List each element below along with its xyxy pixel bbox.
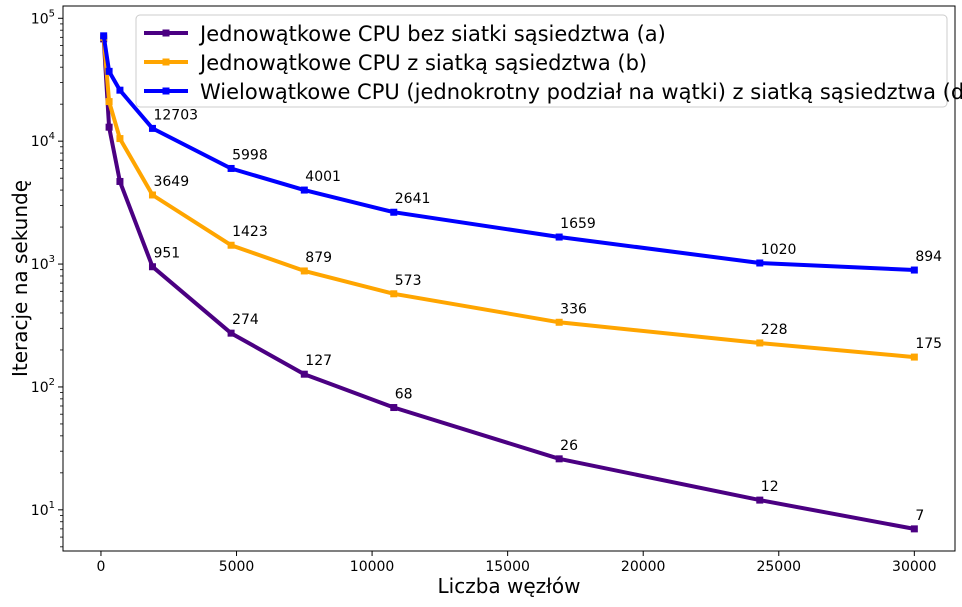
legend-box	[135, 14, 948, 108]
data-point	[105, 67, 113, 75]
data-label: 175	[915, 336, 942, 352]
y-tick-label: 103	[31, 254, 55, 273]
data-point	[756, 259, 764, 267]
data-point	[300, 186, 308, 194]
data-label: 951	[153, 246, 180, 262]
series-line	[101, 35, 915, 272]
legend-item: Wielowątkowe CPU (jednokrotny podział na…	[144, 80, 962, 104]
x-tick-label: 10000	[350, 559, 395, 575]
data-point	[300, 370, 308, 378]
data-label: 4001	[305, 169, 341, 185]
data-labels-layer: 9512741276826127364914238795733362281751…	[153, 107, 942, 523]
y-tick-label: 101	[31, 500, 55, 519]
data-point	[555, 455, 563, 463]
x-tick-label: 30000	[892, 559, 937, 575]
data-point	[555, 233, 563, 241]
data-point	[300, 267, 308, 275]
data-point	[390, 290, 398, 298]
data-label: 5998	[232, 147, 268, 163]
data-point	[116, 135, 124, 143]
x-tick-label: 20000	[621, 559, 666, 575]
legend-label: Jednowątkowe CPU z siatką sąsiedztwa (b)	[198, 51, 647, 75]
data-point	[756, 339, 764, 347]
data-label: 1659	[560, 216, 596, 232]
data-label: 894	[915, 249, 942, 265]
data-label: 1020	[761, 242, 797, 258]
x-tick-label: 25000	[756, 559, 801, 575]
data-point	[756, 496, 764, 504]
legend-swatch-marker	[162, 29, 170, 37]
data-label: 127	[305, 353, 332, 369]
legend-swatch-marker	[162, 58, 170, 66]
data-point	[105, 123, 113, 131]
x-axis-title: Liczba węzłów	[438, 574, 581, 598]
data-point	[148, 263, 156, 271]
series-layer	[100, 32, 918, 533]
data-label: 1423	[232, 224, 268, 240]
data-label: 879	[305, 250, 332, 266]
series-line	[101, 37, 915, 360]
data-label: 573	[395, 273, 422, 289]
plot-frame	[62, 5, 956, 552]
data-point	[910, 266, 918, 274]
series-1	[100, 35, 918, 533]
data-point	[910, 525, 918, 533]
data-point	[555, 318, 563, 326]
data-point	[390, 404, 398, 412]
legend-label: Jednowątkowe CPU bez siatki sąsiedztwa (…	[198, 22, 666, 46]
data-point	[910, 353, 918, 361]
data-label: 274	[232, 312, 259, 328]
series-2	[100, 33, 918, 361]
data-label: 26	[560, 438, 578, 454]
data-label: 3649	[153, 174, 189, 190]
series-3	[100, 32, 918, 274]
legend-item: Jednowątkowe CPU bez siatki sąsiedztwa (…	[144, 22, 666, 46]
data-point	[116, 86, 124, 94]
data-label: 336	[560, 301, 587, 317]
axes-layer: 0 5000 10000 15000 20000 25000 30000 101 102 103 1…	[31, 5, 956, 575]
data-label: 228	[761, 322, 788, 338]
data-point	[227, 241, 235, 249]
legend-label: Wielowątkowe CPU (jednokrotny podział na…	[200, 80, 962, 104]
data-point	[148, 124, 156, 132]
y-tick-label: 102	[31, 377, 55, 396]
x-tick-label: 0	[96, 559, 105, 575]
y-tick-label: 104	[31, 131, 55, 150]
y-axis-title: Iteracje na sekundę	[8, 180, 32, 377]
data-point	[390, 208, 398, 216]
data-point	[100, 32, 108, 40]
data-label: 12703	[153, 107, 198, 123]
legend-item: Jednowątkowe CPU z siatką sąsiedztwa (b)	[144, 51, 647, 75]
data-point	[105, 98, 113, 106]
series-line	[101, 38, 915, 531]
x-tick-label: 15000	[485, 559, 530, 575]
y-tick-label: 105	[31, 8, 55, 27]
data-point	[227, 329, 235, 337]
legend: Jednowątkowe CPU bez siatki sąsiedztwa (…	[135, 14, 962, 108]
legend-swatch-marker	[162, 87, 170, 95]
data-label: 12	[761, 479, 779, 495]
data-label: 2641	[395, 191, 431, 207]
data-label: 7	[915, 508, 924, 524]
x-tick-label: 5000	[219, 559, 255, 575]
data-label: 68	[395, 387, 413, 403]
data-point	[148, 191, 156, 199]
data-point	[227, 164, 235, 172]
data-point	[116, 177, 124, 185]
